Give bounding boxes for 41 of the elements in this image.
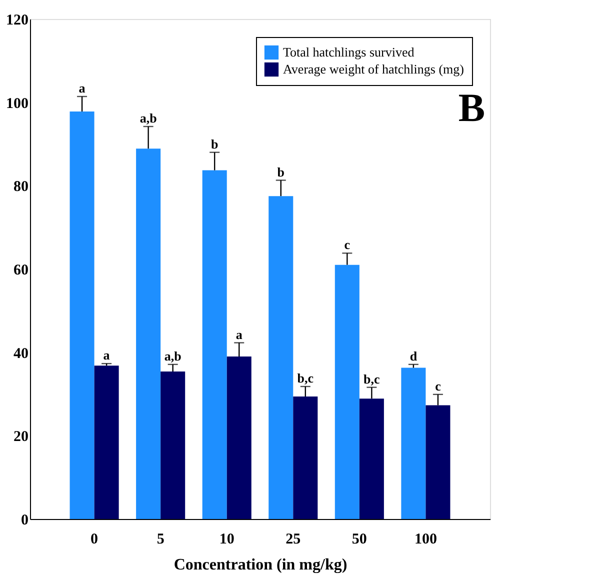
y-tick-label: 0 bbox=[21, 512, 28, 528]
data-label: b,c bbox=[364, 371, 380, 386]
y-tick-label: 120 bbox=[6, 12, 28, 28]
x-tick-label: 100 bbox=[414, 532, 437, 548]
data-label: a bbox=[103, 348, 110, 363]
bar bbox=[70, 112, 94, 519]
legend-label: Total hatchlings survived bbox=[283, 44, 415, 60]
data-label: b bbox=[277, 164, 284, 180]
y-tick-label: 40 bbox=[14, 346, 28, 362]
y-tick-label: 80 bbox=[14, 179, 28, 196]
data-label: d bbox=[410, 348, 418, 364]
data-label: a,b bbox=[140, 110, 157, 126]
data-label: c bbox=[344, 237, 350, 252]
x-tick-label: 5 bbox=[156, 532, 164, 548]
bar bbox=[202, 170, 227, 519]
y-tick-label: 100 bbox=[6, 96, 28, 112]
x-tick-label: 10 bbox=[219, 532, 234, 548]
x-axis-title: Concentration (in mg/kg) bbox=[174, 556, 348, 574]
bar bbox=[401, 368, 426, 519]
y-tick-label: 20 bbox=[14, 429, 28, 446]
bar bbox=[293, 396, 318, 519]
bar bbox=[136, 148, 161, 519]
x-tick-label: 50 bbox=[352, 532, 367, 548]
bar bbox=[334, 264, 360, 519]
bar bbox=[94, 366, 119, 519]
data-label: a bbox=[78, 80, 86, 96]
data-label: b bbox=[210, 136, 218, 152]
bar bbox=[268, 196, 294, 519]
x-tick-label: 0 bbox=[90, 532, 98, 548]
data-label: a,b bbox=[164, 348, 182, 364]
annotation: B bbox=[458, 85, 485, 130]
bar bbox=[426, 405, 450, 519]
data-label: c bbox=[435, 378, 442, 394]
bar bbox=[359, 398, 384, 519]
data-label: b,c bbox=[297, 370, 314, 386]
data-label: a bbox=[236, 326, 243, 342]
x-tick-label: 25 bbox=[286, 532, 301, 548]
legend-label: Average weight of hatchlings (mg) bbox=[283, 62, 464, 76]
y-tick-label: 60 bbox=[14, 262, 28, 278]
bar bbox=[226, 356, 252, 519]
bar bbox=[160, 372, 186, 519]
